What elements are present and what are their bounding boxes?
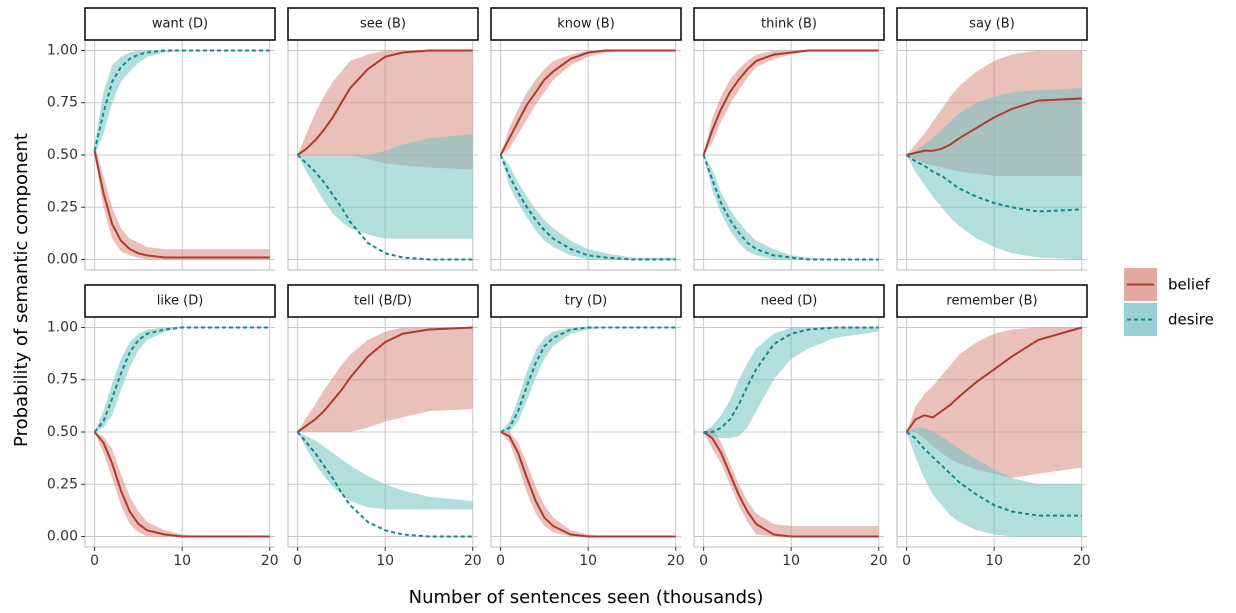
band: [703, 155, 879, 260]
line: [906, 97, 1082, 156]
strip-title: want (D): [152, 17, 208, 32]
strip-title: see (B): [360, 17, 406, 32]
x-axis-title: Number of sentences seen (thousands): [409, 587, 764, 608]
line: [93, 326, 270, 433]
y-tick-label: 0.75: [47, 95, 78, 111]
y-tick-label: 0.25: [47, 199, 78, 215]
strip: [693, 7, 885, 41]
strip-title: tell (B/D): [354, 294, 412, 309]
line: [906, 154, 1082, 213]
y-tick-label: 0.25: [47, 476, 78, 492]
line: [702, 154, 879, 261]
band: [906, 427, 1082, 537]
strip: [84, 7, 276, 41]
x-tick-label: 0: [293, 553, 302, 569]
band: [500, 327, 676, 432]
x-tick-label: 10: [782, 553, 800, 569]
x-tick-label: 10: [985, 553, 1003, 569]
strip-title: say (B): [969, 17, 1015, 32]
x-tick-label: 0: [496, 553, 505, 569]
line: [500, 431, 676, 538]
strip-title: try (D): [565, 294, 607, 309]
band: [297, 327, 473, 432]
x-tick-label: 20: [1073, 553, 1091, 569]
y-tick-label: 1.00: [47, 319, 78, 335]
x-tick-label: 10: [579, 553, 597, 569]
band: [500, 155, 676, 260]
band: [297, 134, 473, 239]
band: [500, 432, 676, 537]
line: [93, 150, 270, 259]
x-tick-label: 0: [90, 553, 99, 569]
band: [906, 327, 1082, 478]
band: [906, 88, 1082, 260]
strip-title: like (D): [157, 294, 204, 309]
line: [93, 49, 270, 152]
strip-title: remember (B): [946, 294, 1037, 309]
line: [499, 49, 676, 156]
x-tick-label: 10: [173, 553, 191, 569]
line: [703, 326, 879, 433]
y-tick-label: 0.50: [47, 424, 78, 440]
y-tick-label: 0.00: [47, 252, 78, 268]
strip: [693, 284, 885, 318]
x-tick-label: 20: [464, 553, 482, 569]
y-tick-label: 0.00: [47, 529, 78, 545]
line: [499, 154, 676, 261]
strip-title: think (B): [761, 17, 817, 32]
strip: [490, 284, 682, 318]
line: [906, 431, 1082, 517]
line: [703, 431, 879, 538]
x-tick-label: 20: [667, 553, 685, 569]
line: [297, 326, 473, 433]
line: [93, 431, 270, 538]
band: [297, 432, 473, 510]
x-tick-label: 10: [376, 553, 394, 569]
line: [702, 49, 879, 156]
y-tick-label: 0.75: [47, 372, 78, 388]
legend-label: desire: [1168, 311, 1214, 329]
y-tick-label: 1.00: [47, 42, 78, 58]
line: [500, 326, 676, 433]
band: [500, 50, 676, 155]
band: [703, 327, 879, 439]
strip-title: need (D): [761, 294, 818, 309]
band: [703, 50, 879, 155]
strip: [84, 284, 276, 318]
line: [296, 154, 473, 261]
line: [297, 49, 473, 156]
x-tick-label: 0: [699, 553, 708, 569]
x-tick-label: 20: [261, 553, 279, 569]
line: [905, 326, 1082, 433]
strip: [896, 284, 1088, 318]
legend-label: belief: [1168, 276, 1210, 294]
strip: [287, 7, 479, 41]
y-axis-title: Probability of semantic component: [11, 133, 32, 447]
strip-title: know (B): [557, 17, 615, 32]
strip: [896, 7, 1088, 41]
strip: [490, 7, 682, 41]
line: [296, 431, 473, 538]
strip: [287, 284, 479, 318]
y-tick-label: 0.50: [47, 147, 78, 163]
x-tick-label: 20: [870, 553, 888, 569]
x-tick-label: 0: [902, 553, 911, 569]
